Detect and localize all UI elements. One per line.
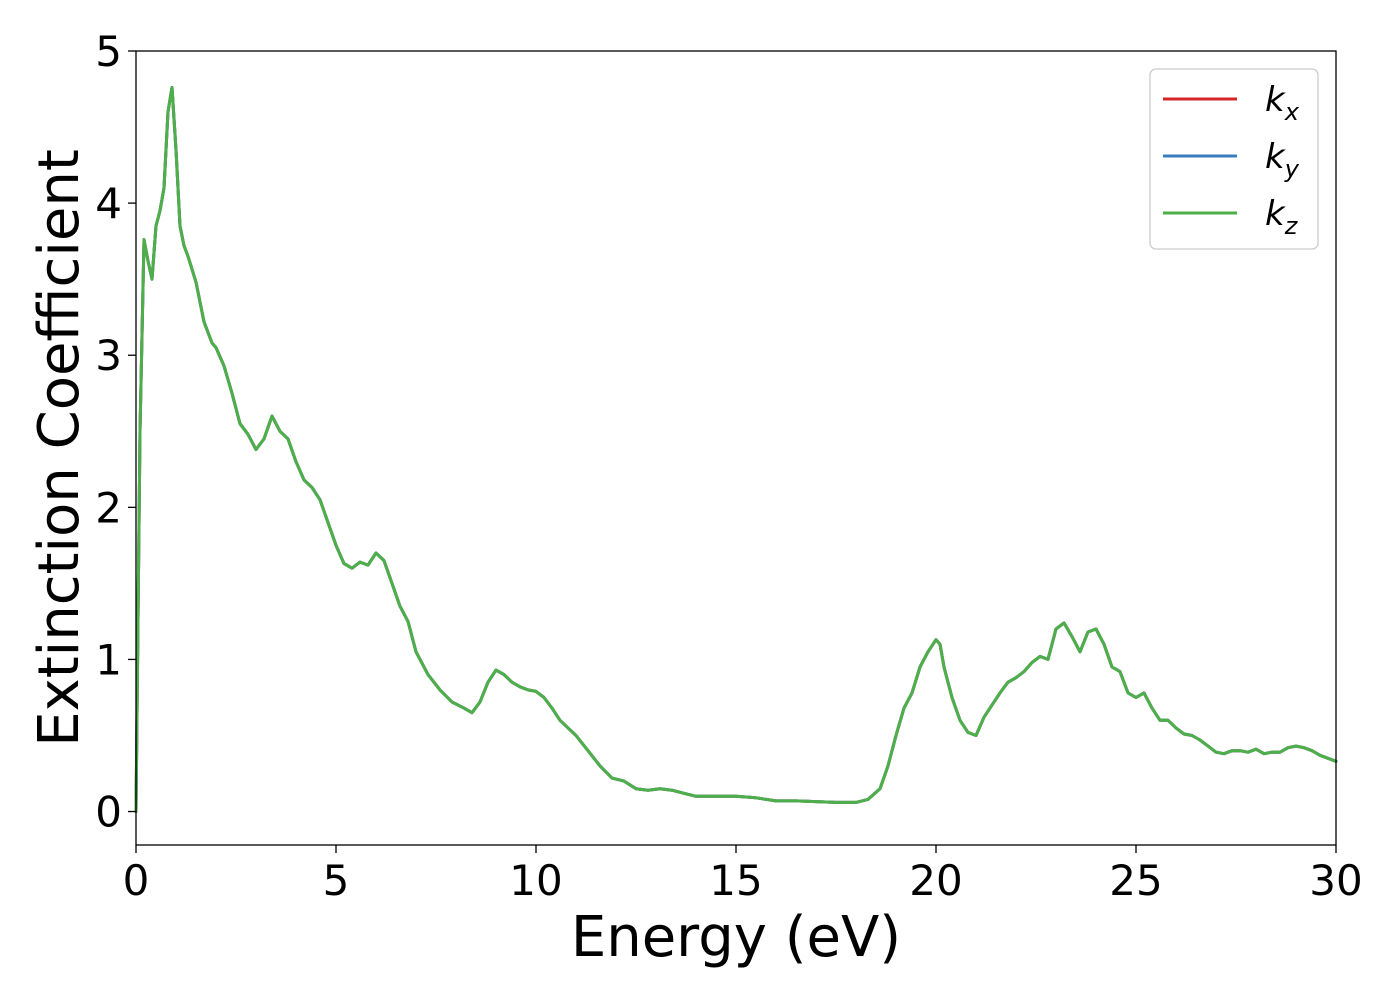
- legend-box: [1149, 68, 1319, 250]
- x-tick-label: 20: [909, 856, 962, 905]
- legend-label-kz: kz: [1265, 194, 1299, 240]
- y-tick-label: 2: [95, 483, 122, 532]
- x-tick-label: 10: [509, 856, 562, 905]
- x-tick-label: 25: [1109, 856, 1162, 905]
- x-axis-ticks: 0 5 10 15 20 25 30: [123, 845, 1363, 905]
- y-tick-label: 5: [95, 27, 122, 76]
- series-layer: [134, 86, 1338, 813]
- y-tick-label: 4: [95, 179, 122, 228]
- y-tick-label: 1: [95, 635, 122, 684]
- legend-label-ky: ky: [1265, 137, 1300, 183]
- series-line-k-z: [134, 86, 1338, 813]
- y-axis-label: Extinction Coefficient: [27, 149, 92, 747]
- x-tick-label: 30: [1309, 856, 1362, 905]
- x-tick-label: 5: [323, 856, 350, 905]
- x-axis-label: Energy (eV): [571, 905, 901, 970]
- y-axis-ticks: 0 1 2 3 4 5: [95, 27, 136, 837]
- legend: kx ky kz: [1149, 68, 1319, 250]
- y-tick-label: 3: [95, 331, 122, 380]
- x-tick-label: 15: [709, 856, 762, 905]
- x-tick-label: 0: [123, 856, 150, 905]
- legend-label-kx: kx: [1265, 80, 1300, 126]
- y-tick-label: 0: [95, 788, 122, 837]
